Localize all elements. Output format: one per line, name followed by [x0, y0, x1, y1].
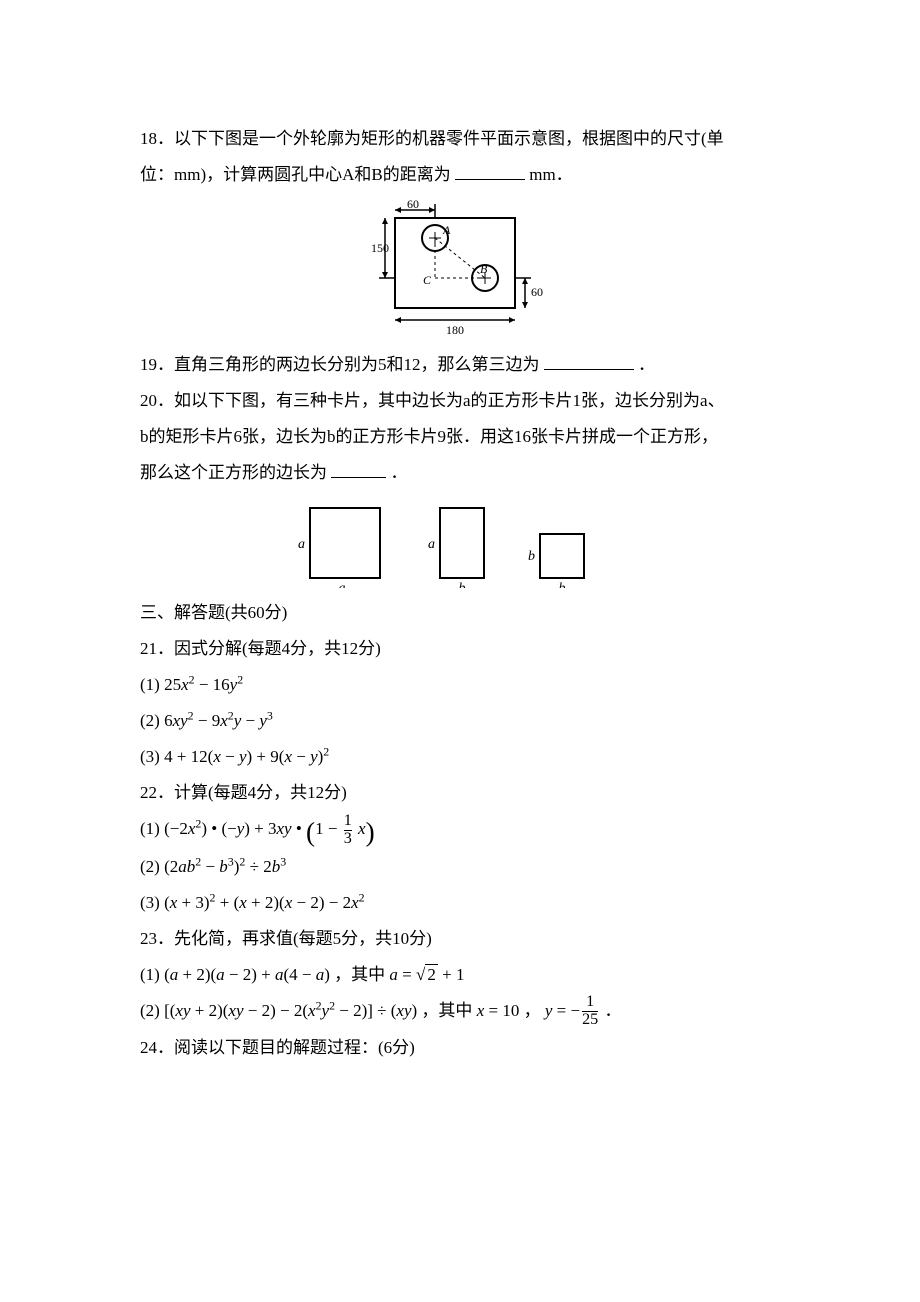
- q18-diagram: 60 150 60 180 A: [365, 200, 555, 340]
- q20-tail: ．: [391, 463, 408, 482]
- dim-left: 150: [371, 241, 389, 255]
- q18-text-b: 位：mm)，计算两圆孔中心A和B的距离为: [140, 165, 451, 184]
- q22-p1-frac-n: 1: [344, 813, 352, 830]
- dim-right: 60: [531, 285, 543, 299]
- sq2-b-bot: b: [559, 581, 566, 588]
- q24-head: 24．阅读以下题目的解题过程：(6分): [140, 1031, 780, 1065]
- q22-p3: (3) (x + 3)2 + (x + 2)(x − 2) − 2x2: [140, 886, 780, 920]
- q22-p1: (1) (−2x2) • (−y) + 3xy • (1 − 13 x): [140, 812, 780, 848]
- sq1-a-left: a: [298, 537, 305, 552]
- sqrt-2: 2: [416, 958, 438, 992]
- dim-bottom: 180: [446, 323, 464, 337]
- q23-p1: (1) (a + 2)(a − 2) + a(4 − a) ，其中 a = 2 …: [140, 958, 780, 992]
- q21-head: 21．因式分解(每题4分，共12分): [140, 632, 780, 666]
- q18-figure-wrap: 60 150 60 180 A: [140, 200, 780, 340]
- q18-blank: [455, 162, 525, 180]
- q19-tail: ．: [638, 355, 655, 374]
- q19-line: 19．直角三角形的两边长分别为5和12，那么第三边为 ．: [140, 348, 780, 382]
- q22-p2: (2) (2ab2 − b3)2 ÷ 2b3: [140, 850, 780, 884]
- q22-head: 22．计算(每题4分，共12分): [140, 776, 780, 810]
- q20-line2: b的矩形卡片6张，边长为b的正方形卡片9张．用这16张卡片拼成一个正方形，: [140, 420, 780, 454]
- q19-text: 19．直角三角形的两边长分别为5和12，那么第三边为: [140, 355, 540, 374]
- q23-p2: (2) [(xy + 2)(xy − 2) − 2(x2y2 − 2)] ÷ (…: [140, 994, 780, 1030]
- q21-p2: (2) 6xy2 − 9x2y − y3: [140, 704, 780, 738]
- dim-top: 60: [407, 200, 419, 211]
- q21-p3: (3) 4 + 12(x − y) + 9(x − y)2: [140, 740, 780, 774]
- sq1-a-bot: a: [339, 581, 346, 588]
- q18-line1: 18．以下下图是一个外轮廓为矩形的机器零件平面示意图，根据图中的尺寸(单: [140, 122, 780, 156]
- q18-unit: mm．: [529, 165, 572, 184]
- q19-blank: [544, 352, 634, 370]
- label-a: A: [442, 223, 451, 237]
- q23-p2-frac-d: 25: [582, 1011, 598, 1029]
- q22-p1-frac-d: 3: [344, 830, 352, 848]
- rect-a: a: [428, 537, 435, 552]
- sq2-b-left: b: [528, 549, 535, 564]
- q20-text-c: 那么这个正方形的边长为: [140, 463, 327, 482]
- q20-figure-wrap: a a a b b b: [140, 498, 780, 588]
- q20-line1: 20．如以下下图，有三种卡片，其中边长为a的正方形卡片1张，边长分别为a、: [140, 384, 780, 418]
- q23-p1-tail: + 1: [438, 965, 465, 984]
- q20-blank: [331, 460, 386, 478]
- q20-diagram: a a a b b b: [280, 498, 640, 588]
- q23-head: 23．先化简，再求值(每题5分，共10分): [140, 922, 780, 956]
- rect-b: b: [459, 581, 466, 588]
- q23-p2-tail: ．: [600, 1001, 621, 1020]
- q21-p1: (1) 25x2 − 16y2: [140, 668, 780, 702]
- q20-line3: 那么这个正方形的边长为 ．: [140, 456, 780, 490]
- label-c: C: [423, 273, 432, 287]
- label-b: B: [480, 262, 488, 276]
- q18-line2: 位：mm)，计算两圆孔中心A和B的距离为 mm．: [140, 158, 780, 192]
- page-root: 18．以下下图是一个外轮廓为矩形的机器零件平面示意图，根据图中的尺寸(单 位：m…: [0, 0, 920, 1302]
- q23-p2-frac-n: 1: [582, 994, 598, 1011]
- section-3-heading: 三、解答题(共60分): [140, 596, 780, 630]
